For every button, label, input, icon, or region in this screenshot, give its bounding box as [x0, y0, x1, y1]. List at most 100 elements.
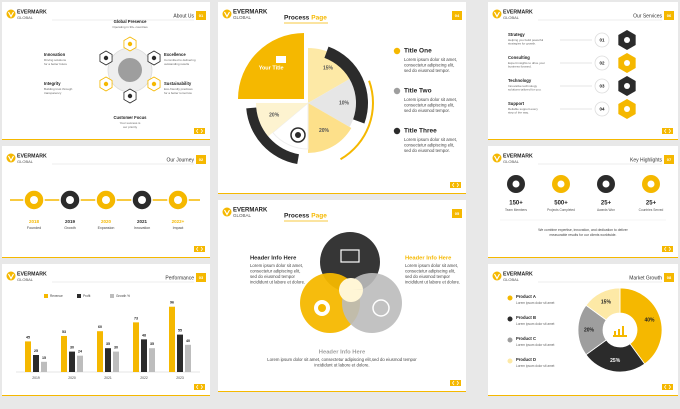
body-text: Lorem ipsum dolor sit amet, consectetur …	[267, 357, 417, 362]
bullet	[393, 87, 401, 95]
bar	[77, 355, 83, 372]
bullet	[393, 127, 401, 135]
bullet	[507, 316, 513, 322]
x-label: 2021	[104, 376, 112, 380]
bullet	[393, 47, 401, 55]
bar	[105, 348, 111, 372]
venn-overlap	[338, 277, 363, 302]
body-text: sed do eiusmod tempor	[405, 274, 450, 279]
bar	[97, 331, 103, 372]
body-text: Expert insights to drive your	[508, 61, 545, 65]
bar-value: 24	[78, 350, 82, 354]
page-number: 06	[667, 13, 672, 18]
body-text: Your success is	[120, 121, 141, 125]
nav-box[interactable]	[194, 384, 205, 390]
page-number: 02	[199, 157, 204, 162]
slide	[488, 146, 678, 258]
nav-arrows	[664, 128, 671, 134]
service-icon	[624, 60, 630, 66]
nav-arrows	[196, 384, 203, 390]
growth-icon	[613, 326, 627, 337]
x-label: 2020	[68, 376, 76, 380]
body-text: strategies for growth.	[508, 42, 536, 46]
product-name: Product C	[516, 336, 536, 341]
stat-label: Team Members	[505, 208, 527, 212]
body-text: consectetur adipiscing elit,	[404, 63, 454, 68]
donut-segment	[585, 287, 621, 321]
bullet	[507, 337, 513, 343]
brand-sub: GLOBAL	[17, 159, 34, 164]
stat-value: 25+	[646, 201, 657, 207]
logo	[492, 9, 502, 19]
body-text: We combine expertise, innovation, and de…	[538, 228, 628, 232]
slide-title: About Us	[173, 13, 194, 19]
nav-box[interactable]	[662, 246, 673, 252]
bullet	[507, 358, 513, 364]
segment-label: 20%	[584, 327, 595, 333]
x-label: 2023	[176, 376, 184, 380]
service-number: 04	[599, 106, 605, 111]
legend-label: Revenue	[50, 294, 63, 298]
body-text: Lorem ipsum dolor sit amet,	[404, 57, 457, 62]
body-text: consectetur adipiscing elit,	[250, 269, 300, 274]
slice-label: 10%	[339, 100, 350, 106]
slice	[308, 103, 352, 153]
milestone-icon	[174, 196, 182, 204]
bar	[133, 322, 139, 372]
nav-box[interactable]	[662, 384, 673, 390]
body-text: Lorem ipsum dolor sit amet	[516, 364, 555, 368]
slice-label: Your Title	[259, 66, 284, 72]
brand-sub: GLOBAL	[233, 213, 252, 218]
nav-arrows	[196, 246, 203, 252]
logo-mark	[7, 11, 15, 18]
slice	[308, 79, 356, 127]
bar-value: 15	[42, 356, 46, 360]
slide-title-accent: Page	[311, 15, 327, 22]
nav-arrows	[196, 128, 203, 134]
body-text: measurable results for our clients world…	[550, 233, 617, 237]
stat-glyph	[557, 180, 565, 188]
brand-name: EVERMARK	[17, 271, 47, 277]
segment-label: 15%	[601, 300, 612, 306]
bar-value: 60	[98, 325, 102, 329]
brand-sub: GLOBAL	[233, 15, 252, 20]
brand-sub: GLOBAL	[503, 15, 520, 20]
nav-box[interactable]	[194, 128, 205, 134]
brand-name: EVERMARK	[503, 153, 533, 159]
legend-label: Growth %	[116, 294, 130, 298]
nav-box[interactable]	[662, 128, 673, 134]
bar	[185, 344, 191, 372]
item-title: Integrity	[44, 81, 61, 86]
stat-value: 25+	[601, 201, 612, 207]
header-title: Header Info Here	[405, 256, 452, 262]
nav-box[interactable]	[450, 380, 461, 386]
logo	[222, 9, 232, 19]
item-title: Customer Focus	[113, 115, 147, 120]
milestone-label: Growth	[64, 226, 76, 230]
slide-title: Process	[284, 213, 310, 220]
number-circle	[594, 78, 610, 94]
bar	[41, 361, 47, 372]
stat-value: 500+	[554, 201, 568, 207]
body-text: consectetur adipiscing elit,	[405, 269, 455, 274]
bar-value: 35	[150, 342, 154, 346]
nav-box[interactable]	[450, 182, 461, 188]
slice-label: 20%	[269, 113, 280, 119]
milestone-icon	[138, 196, 146, 204]
ring	[246, 107, 299, 165]
service-icon	[624, 37, 630, 43]
nav-box[interactable]	[194, 246, 205, 252]
brand-name: EVERMARK	[233, 10, 268, 16]
service-number: 03	[599, 83, 605, 88]
body-text: for a better tomorrow	[164, 91, 193, 95]
stat-value: 150+	[509, 201, 523, 207]
page-badge	[452, 11, 462, 20]
bar	[61, 335, 67, 372]
logo-mark	[7, 273, 15, 280]
globe	[118, 58, 142, 82]
body-text: sed do eiusmod tempor.	[404, 68, 450, 73]
slide-title-accent: Page	[311, 213, 327, 220]
service-title: Consulting	[508, 55, 530, 60]
bar	[141, 339, 147, 372]
logo	[492, 153, 502, 163]
